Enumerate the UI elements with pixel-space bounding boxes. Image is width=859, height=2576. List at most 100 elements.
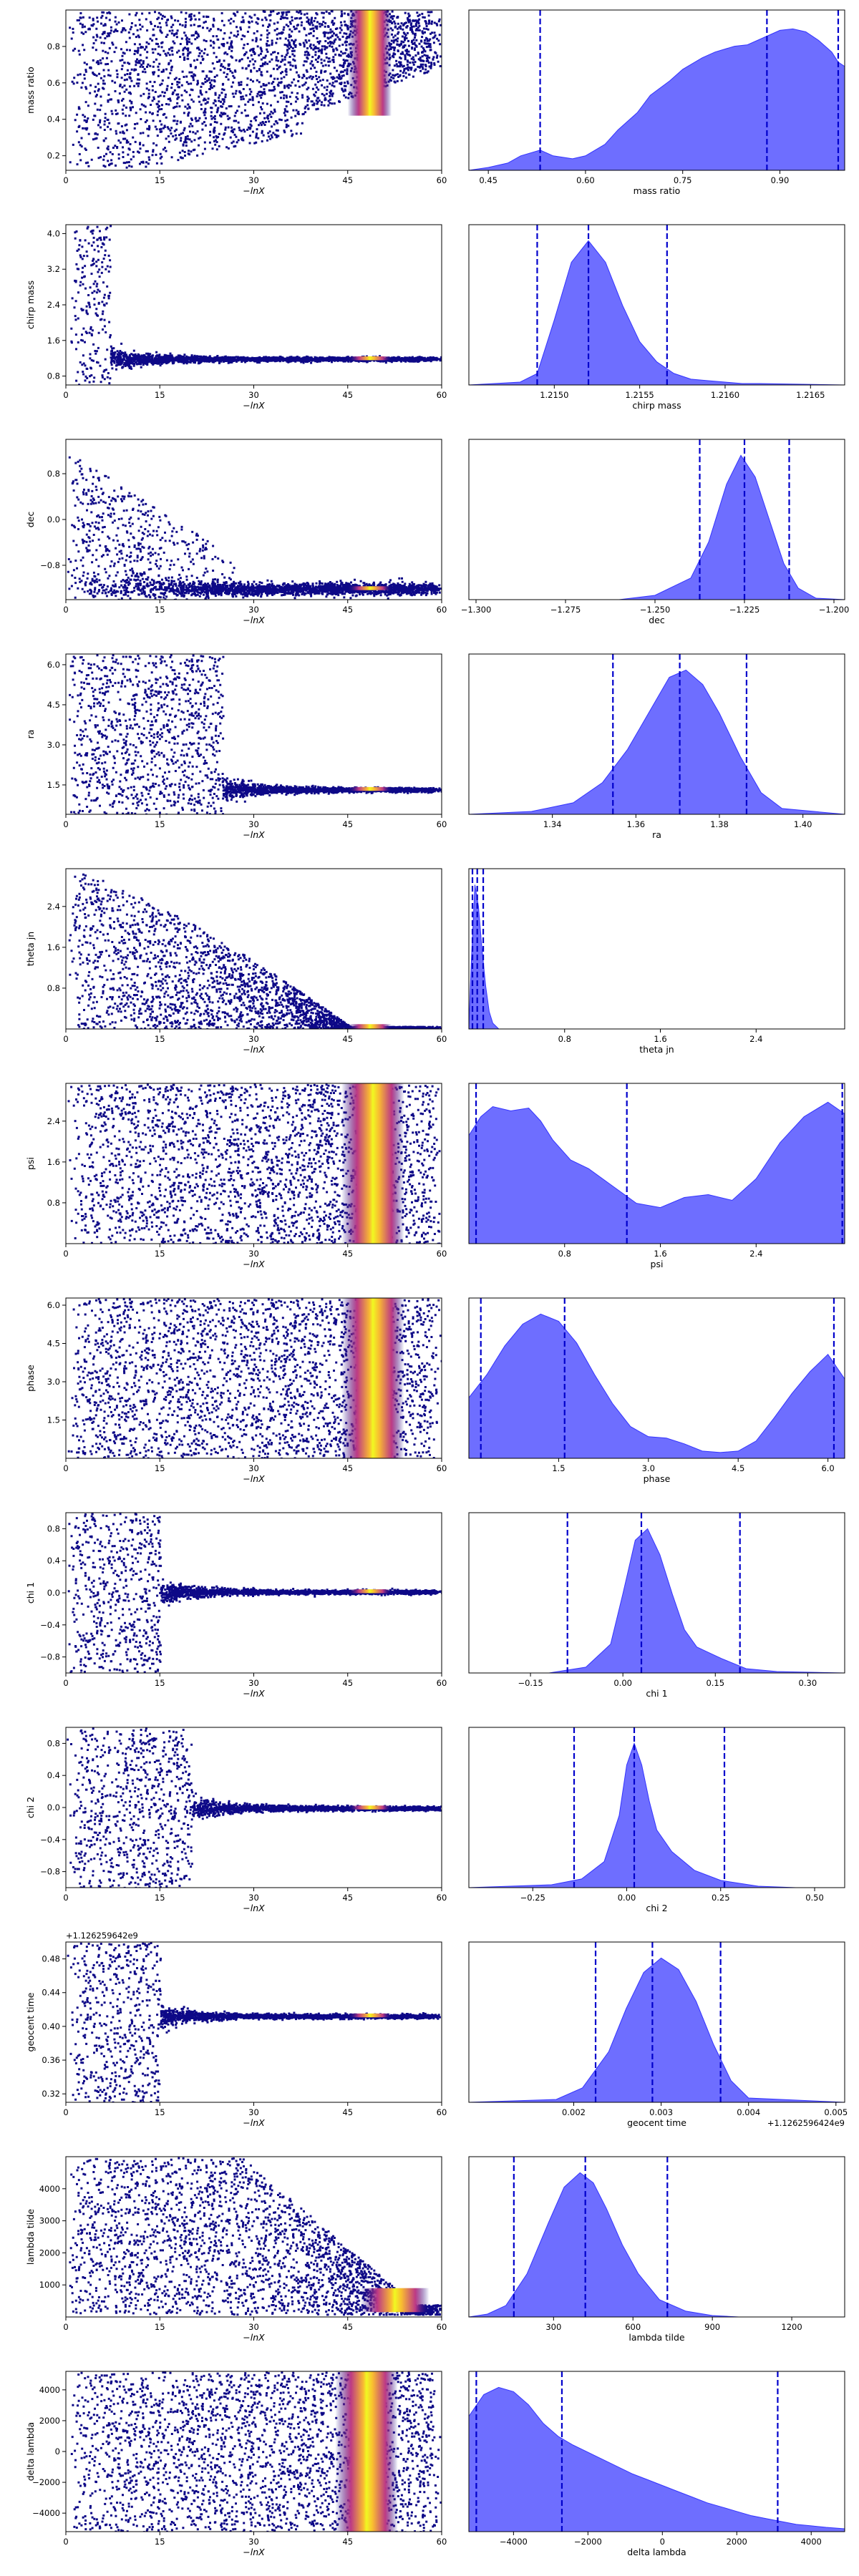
trace-ylabel: mass ratio bbox=[25, 67, 36, 114]
trace-offset-text: +1.126259642e9 bbox=[66, 1931, 138, 1941]
trace-ytick-label: 2.4 bbox=[47, 300, 60, 310]
posterior-xtick-label: 0.003 bbox=[649, 2107, 673, 2117]
trace-xtick-label: 15 bbox=[155, 2107, 165, 2117]
trace-xtick-label: 30 bbox=[248, 819, 259, 829]
posterior-kde-area bbox=[469, 2386, 845, 2532]
trace-xtick-label: 15 bbox=[155, 1678, 165, 1688]
trace-ytick-label: 0.0 bbox=[47, 514, 60, 525]
posterior-xtick-label: 0.8 bbox=[558, 1249, 571, 1259]
posterior-kde-area bbox=[469, 1313, 845, 1458]
trace-xlabel: −lnX bbox=[243, 1688, 265, 1699]
trace-hot-band bbox=[347, 10, 392, 116]
posterior-xlabel: lambda tilde bbox=[629, 2332, 685, 2343]
posterior-frame bbox=[468, 2371, 845, 2532]
posterior-kde-area bbox=[469, 1957, 845, 2102]
trace-xtick-label: 0 bbox=[63, 1249, 68, 1259]
posterior-area-group bbox=[469, 1942, 845, 2102]
posterior-xtick-label: 2.4 bbox=[749, 1249, 762, 1259]
trace-xtick-label: 15 bbox=[155, 390, 165, 400]
trace-xtick-label: 15 bbox=[155, 605, 165, 615]
trace-xtick-label: 15 bbox=[155, 1463, 165, 1473]
posterior-xlabel: psi bbox=[651, 1259, 664, 1269]
posterior-xlabel: dec bbox=[649, 615, 665, 625]
trace-frame bbox=[65, 1941, 442, 2103]
trace-ytick-label: 0.8 bbox=[47, 1523, 60, 1533]
posterior-kde-area bbox=[469, 1528, 845, 1673]
posterior-frame bbox=[468, 1297, 845, 1459]
trace-xtick-label: 45 bbox=[342, 1893, 353, 1903]
trace-xtick-label: 45 bbox=[342, 1463, 353, 1473]
row-mass-ratio: 0 15 30 45 60 −lnX 0.2 0.4 0.6 0.8 mass ratio 0.45 0… bbox=[25, 9, 845, 196]
posterior-frame bbox=[468, 2156, 845, 2318]
trace-xlabel: −lnX bbox=[243, 185, 265, 196]
posterior-xtick-label: 1.6 bbox=[654, 1249, 666, 1259]
trace-ytick-label: 6.0 bbox=[47, 660, 60, 670]
posterior-xtick-label: 1.38 bbox=[710, 819, 729, 829]
posterior-xlabel: theta jn bbox=[639, 1044, 674, 1055]
posterior-frame bbox=[468, 1941, 845, 2103]
posterior-xlabel: delta lambda bbox=[627, 2547, 686, 2557]
posterior-xtick-label: −4000 bbox=[500, 2537, 528, 2547]
trace-xtick-label: 60 bbox=[437, 2322, 447, 2332]
trace-xtick-label: 0 bbox=[63, 2107, 68, 2117]
trace-ytick-label: 0.0 bbox=[47, 1588, 60, 1598]
row-delta-lambda: 0 15 30 45 60 −lnX −4000 −2000 0 2000 4000 delta la… bbox=[25, 2371, 845, 2557]
posterior-xlabel: phase bbox=[644, 1473, 671, 1484]
posterior-area-group bbox=[469, 2157, 845, 2317]
trace-ytick-label: 3000 bbox=[39, 2216, 60, 2226]
trace-ytick-label: −4000 bbox=[32, 2508, 60, 2518]
trace-ytick-label: 2000 bbox=[39, 2248, 60, 2258]
trace-ylabel: psi bbox=[25, 1157, 36, 1170]
trace-xtick-label: 30 bbox=[248, 1034, 259, 1044]
posterior-kde-area bbox=[469, 454, 845, 600]
trace-samples bbox=[70, 225, 442, 385]
trace-dots bbox=[67, 1942, 441, 2102]
trace-xtick-label: 15 bbox=[155, 1249, 165, 1259]
trace-xtick-label: 0 bbox=[63, 1463, 68, 1473]
trace-xtick-label: 0 bbox=[63, 819, 68, 829]
trace-ytick-label: 3.2 bbox=[47, 264, 60, 274]
trace-ytick-label: 4000 bbox=[39, 2184, 60, 2194]
posterior-xtick-label: 1.40 bbox=[794, 819, 812, 829]
posterior-frame bbox=[468, 1083, 845, 1244]
posterior-area-group bbox=[469, 10, 845, 170]
trace-xlabel: −lnX bbox=[243, 829, 265, 840]
posterior-kde-area bbox=[469, 240, 845, 385]
posterior-frame bbox=[468, 9, 845, 171]
trace-ytick-label: 1.6 bbox=[47, 942, 60, 952]
trace-ytick-label: 1000 bbox=[39, 2280, 60, 2290]
trace-ytick-label: 0.2 bbox=[47, 151, 60, 161]
trace-ytick-label: 0.44 bbox=[42, 1988, 60, 1998]
posterior-xlabel: geocent time bbox=[627, 2117, 686, 2128]
posterior-xtick-label: 0.75 bbox=[674, 175, 692, 185]
trace-ytick-label: 0.32 bbox=[42, 2089, 60, 2099]
posterior-xtick-label: 1.5 bbox=[552, 1463, 565, 1473]
trace-xtick-label: 45 bbox=[342, 1249, 353, 1259]
trace-ytick-label: 1.6 bbox=[47, 336, 60, 346]
row-phase: 0 15 30 45 60 −lnX 1.5 3.0 4.5 6.0 phase 1.5 3.0 4.5 6… bbox=[25, 1297, 845, 1484]
trace-xtick-label: 0 bbox=[63, 2322, 68, 2332]
posterior-offset-text: +1.1262596424e9 bbox=[767, 2118, 845, 2128]
trace-ytick-label: −0.8 bbox=[40, 1867, 60, 1877]
posterior-area-group bbox=[469, 1727, 845, 1888]
posterior-xlabel: ra bbox=[652, 829, 661, 840]
posterior-kde-area bbox=[469, 1101, 845, 1244]
trace-xtick-label: 30 bbox=[248, 1893, 259, 1903]
trace-xtick-label: 45 bbox=[342, 605, 353, 615]
posterior-kde-area bbox=[469, 28, 845, 170]
posterior-kde-area bbox=[469, 2172, 845, 2317]
trace-ytick-label: 4.5 bbox=[47, 700, 60, 710]
trace-xlabel: −lnX bbox=[243, 615, 265, 625]
posterior-xtick-label: −1.250 bbox=[640, 605, 671, 615]
trace-ytick-label: 4.5 bbox=[47, 1338, 60, 1348]
trace-dots bbox=[69, 2157, 442, 2316]
trace-ytick-label: 2.4 bbox=[47, 902, 60, 912]
posterior-xtick-label: 6.0 bbox=[821, 1463, 834, 1473]
trace-ytick-label: 0.48 bbox=[42, 1954, 60, 1964]
posterior-area-group bbox=[469, 2371, 845, 2532]
posterior-xlabel: chi 1 bbox=[646, 1688, 667, 1699]
trace-ytick-label: 0.8 bbox=[47, 983, 60, 993]
trace-ytick-label: 0.8 bbox=[47, 371, 60, 381]
posterior-xtick-label: 1.2160 bbox=[711, 390, 739, 400]
posterior-area-group bbox=[469, 1083, 845, 1244]
